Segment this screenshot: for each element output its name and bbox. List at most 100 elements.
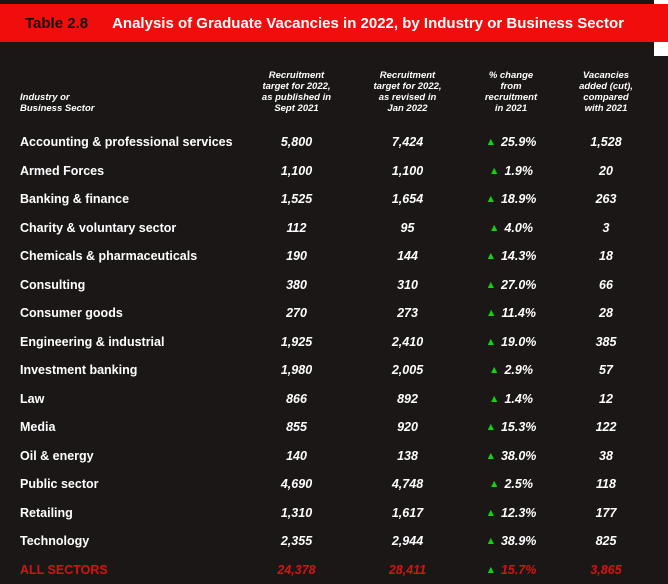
row-pct-change-value: 38.9% <box>500 534 537 549</box>
table-number: Table 2.8 <box>25 14 89 32</box>
up-triangle-icon: ▲ <box>485 449 496 462</box>
row-target-published: 140 <box>286 448 307 463</box>
row-pct-change-value: 38.0% <box>500 448 537 463</box>
row-pct-change-value: 15.3% <box>500 420 537 435</box>
table-row: Investment banking 1,980 2,005 ▲ 2.9% 57 <box>20 356 652 385</box>
row-pct-change-cell: ▲ 15.3% <box>462 420 560 434</box>
row-target-published: 2,355 <box>280 534 313 549</box>
row-vacancies: 3 <box>602 220 610 235</box>
row-pct-change-value: 18.9% <box>500 192 537 207</box>
row-pct-change-cell: ▲ 38.0% <box>462 449 560 463</box>
row-pct-change-cell: ▲ 38.9% <box>462 534 560 548</box>
row-pct-change-cell: ▲ 12.3% <box>462 506 560 520</box>
row-pct-change-value: 14.3% <box>500 249 537 264</box>
row-target-published: 1,310 <box>280 505 313 520</box>
up-triangle-icon: ▲ <box>485 136 496 149</box>
row-pct-change-value: 19.0% <box>500 334 537 349</box>
column-header-vacancies: Vacancies added (cut), compared with 202… <box>579 70 633 114</box>
row-pct-change-value: 27.0% <box>500 277 537 292</box>
row-target-revised: 4,748 <box>391 477 424 492</box>
up-triangle-icon: ▲ <box>485 535 496 548</box>
row-target-published: 1,925 <box>280 334 313 349</box>
row-pct-change-cell: ▲ 2.9% <box>462 363 560 377</box>
row-sector-label: Chemicals & pharmaceuticals <box>20 249 198 264</box>
row-sector-label: Armed Forces <box>20 163 105 178</box>
row-pct-change-cell: ▲ 19.0% <box>462 335 560 349</box>
row-pct-change-value: 1.4% <box>504 391 533 406</box>
row-sector-label: Engineering & industrial <box>20 334 165 349</box>
row-sector-label: Oil & energy <box>20 448 94 463</box>
row-target-revised: 920 <box>397 420 418 435</box>
row-pct-change-cell: ▲ 27.0% <box>462 278 560 292</box>
table-row: Technology 2,355 2,944 ▲ 38.9% 825 <box>20 527 652 556</box>
row-pct-change-value: 2.5% <box>504 477 533 492</box>
row-sector-label: Charity & voluntary sector <box>20 220 177 235</box>
row-target-revised: 892 <box>397 391 418 406</box>
row-target-published: 866 <box>286 391 307 406</box>
table-row: Law 866 892 ▲ 1.4% 12 <box>20 385 652 414</box>
row-pct-change-cell: ▲ 1.4% <box>462 392 560 406</box>
up-triangle-icon: ▲ <box>489 221 500 234</box>
up-triangle-icon: ▲ <box>485 335 496 348</box>
column-header-pct-change: % change from recruitment in 2021 <box>484 70 538 114</box>
row-target-revised: 144 <box>397 249 418 264</box>
row-target-published: 380 <box>286 277 307 292</box>
row-target-revised: 310 <box>397 277 418 292</box>
total-pct-change-cell: ▲ 15.7% <box>462 563 560 577</box>
table-row: Banking & finance 1,525 1,654 ▲ 18.9% 263 <box>20 185 652 214</box>
row-pct-change-cell: ▲ 25.9% <box>462 135 560 149</box>
row-target-revised: 2,005 <box>391 363 424 378</box>
total-pct-change-value: 15.7% <box>500 562 537 577</box>
row-target-published: 1,980 <box>280 363 313 378</box>
row-sector-label: Technology <box>20 534 90 549</box>
table-title: Analysis of Graduate Vacancies in 2022, … <box>112 14 624 32</box>
row-sector-label: Consulting <box>20 277 86 292</box>
row-vacancies: 263 <box>595 192 617 207</box>
table-row: Armed Forces 1,100 1,100 ▲ 1.9% 20 <box>20 157 652 186</box>
row-vacancies: 38 <box>599 448 613 463</box>
row-target-published: 855 <box>286 420 307 435</box>
up-triangle-icon: ▲ <box>489 364 500 377</box>
up-triangle-icon: ▲ <box>485 250 496 263</box>
row-pct-change-cell: ▲ 14.3% <box>462 249 560 263</box>
table-row: Accounting & professional services 5,800… <box>20 128 652 157</box>
table-row: Public sector 4,690 4,748 ▲ 2.5% 118 <box>20 470 652 499</box>
row-vacancies: 825 <box>595 534 617 549</box>
table-row: Consulting 380 310 ▲ 27.0% 66 <box>20 271 652 300</box>
row-target-revised: 2,944 <box>391 534 424 549</box>
up-triangle-icon: ▲ <box>489 392 500 405</box>
row-vacancies: 177 <box>595 505 617 520</box>
up-triangle-icon: ▲ <box>486 307 497 320</box>
table-header-row: Industry or Business Sector Recruitment … <box>20 42 652 128</box>
up-triangle-icon: ▲ <box>485 278 496 291</box>
total-vacancies: 3,865 <box>590 562 622 577</box>
row-vacancies: 28 <box>599 306 613 321</box>
up-triangle-icon: ▲ <box>485 506 496 519</box>
row-vacancies: 385 <box>595 334 617 349</box>
row-vacancies: 57 <box>599 363 613 378</box>
row-sector-label: Law <box>20 391 45 406</box>
row-sector-label: Public sector <box>20 477 99 492</box>
row-vacancies: 122 <box>595 420 617 435</box>
table-title-bar: Table 2.8 Analysis of Graduate Vacancies… <box>0 4 668 42</box>
row-pct-change-value: 25.9% <box>500 135 537 150</box>
row-vacancies: 12 <box>599 391 613 406</box>
table-row: Media 855 920 ▲ 15.3% 122 <box>20 413 652 442</box>
row-vacancies: 20 <box>599 163 613 178</box>
total-target-published: 24,378 <box>277 562 316 577</box>
row-target-published: 4,690 <box>280 477 313 492</box>
table-row: Retailing 1,310 1,617 ▲ 12.3% 177 <box>20 499 652 528</box>
row-sector-label: Retailing <box>20 505 73 520</box>
row-pct-change-cell: ▲ 1.9% <box>462 164 560 178</box>
row-sector-label: Media <box>20 420 56 435</box>
row-target-revised: 1,654 <box>391 192 424 207</box>
row-target-revised: 7,424 <box>391 135 424 150</box>
column-header-target-published: Recruitment target for 2022, as publishe… <box>261 70 332 114</box>
row-sector-label: Consumer goods <box>20 306 123 321</box>
up-triangle-icon: ▲ <box>489 164 500 177</box>
row-pct-change-value: 4.0% <box>504 220 533 235</box>
column-header-sector: Industry or Business Sector <box>20 92 95 114</box>
vacancies-table: Industry or Business Sector Recruitment … <box>20 42 652 584</box>
row-target-published: 1,525 <box>280 192 313 207</box>
